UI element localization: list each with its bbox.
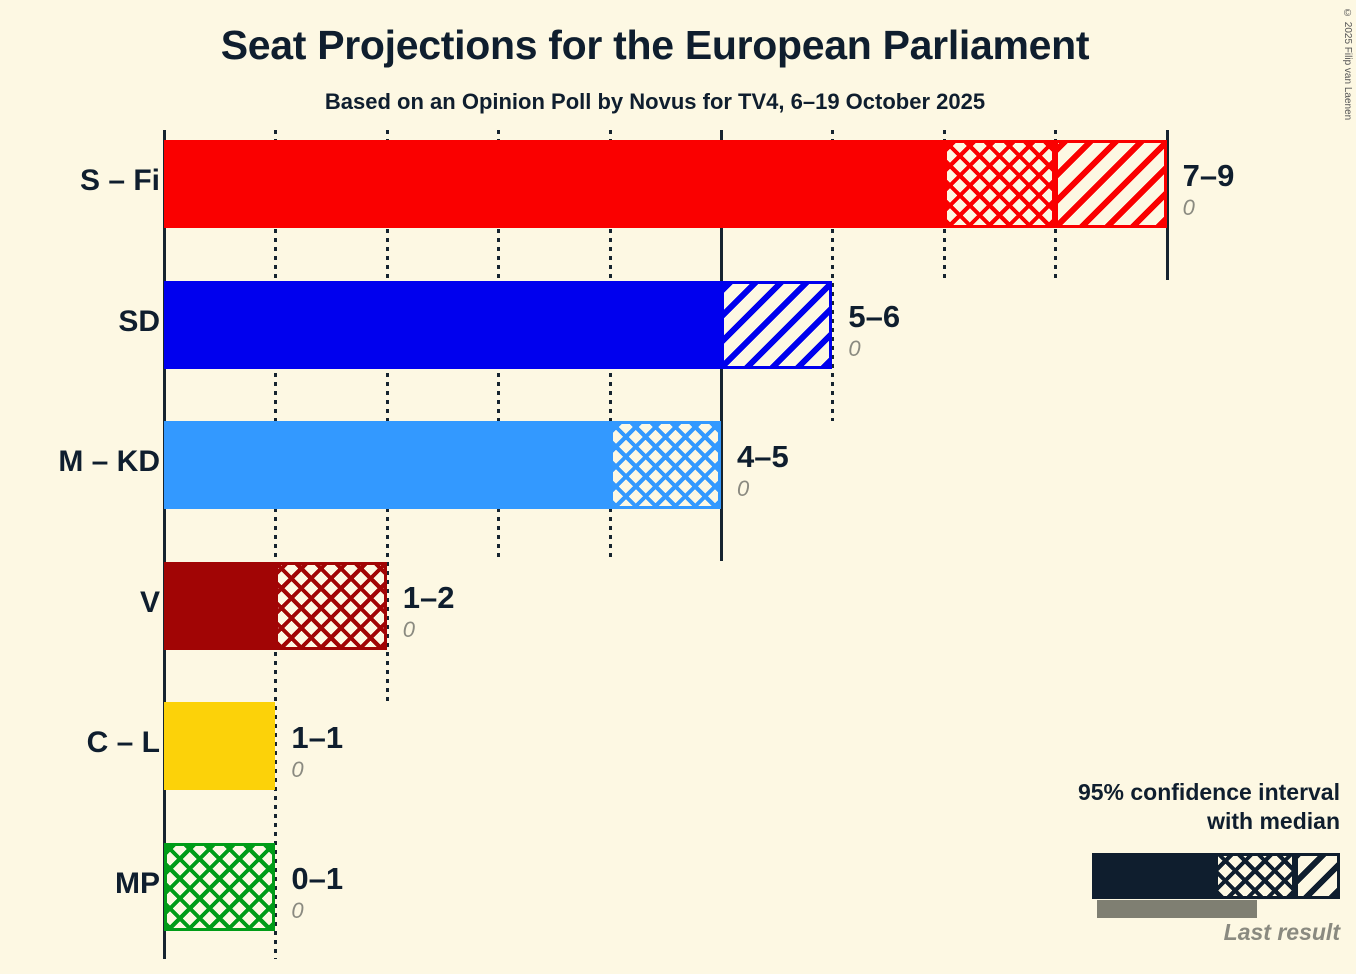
- bar-segment-crosshatch: [943, 140, 1056, 228]
- bar-segment-solid: [164, 702, 276, 790]
- bar-label-c-l: C – L: [86, 726, 160, 759]
- bar-last-result: 0: [402, 616, 416, 642]
- bar-value-range: 1–2: [402, 579, 455, 615]
- bar-2: [164, 421, 721, 509]
- bar-segment-solid: [164, 561, 276, 650]
- bar-value-range: 4–5: [737, 439, 789, 474]
- gridline-1: [274, 130, 278, 959]
- bar-label-m-kd: M – KD: [58, 445, 160, 478]
- bar-segment-diagonal: [721, 280, 833, 369]
- bar-value-5: 0–1 0: [291, 863, 343, 924]
- legend-title-line1: 95% confidence interval: [1077, 779, 1340, 805]
- gridline-2: [385, 130, 389, 702]
- axis-line-0: [163, 130, 166, 959]
- page-title: Seat Projections for the European Parlia…: [220, 22, 1090, 68]
- bar-segment-solid: [164, 421, 610, 509]
- bar-last-result: 0: [848, 335, 861, 361]
- gridline-6: [831, 130, 835, 421]
- bar-5: [164, 842, 276, 931]
- legend-last-result-bar: [1097, 900, 1257, 918]
- bar-value-2: 4–5 0: [737, 441, 789, 502]
- legend-segment-solid: [1092, 853, 1215, 899]
- bar-last-result: 0: [737, 476, 750, 501]
- legend-title-line2: with median: [1207, 808, 1340, 835]
- bar-last-result: 0: [291, 757, 304, 782]
- bar-value-range: 0–1: [291, 860, 344, 896]
- bar-value-3: 1–2 0: [403, 582, 455, 643]
- bar-3: [164, 561, 387, 650]
- bar-segment-crosshatch: [609, 421, 721, 509]
- bar-label-s-fi: S – Fi: [79, 164, 160, 197]
- bar-value-0: 7–9 0: [1183, 160, 1235, 221]
- bar-segment-solid: [164, 280, 721, 369]
- bar-value-4: 1–1 0: [291, 722, 343, 783]
- gridline-9: [1165, 130, 1169, 280]
- bar-4: [164, 702, 276, 790]
- bar-segment-crosshatch: [164, 842, 276, 931]
- bar-last-result: 0: [291, 897, 304, 923]
- bar-1: [164, 280, 833, 369]
- legend-bar-group: [1092, 853, 1340, 899]
- bar-value-1: 5–6 0: [848, 301, 900, 362]
- legend-last-result-label: Last result: [1223, 919, 1340, 945]
- bar-value-range: 5–6: [848, 298, 901, 334]
- bar-0: [164, 140, 1167, 228]
- bar-segment-solid: [164, 140, 944, 228]
- bar-segment-diagonal: [1055, 140, 1167, 228]
- bar-value-range: 1–1: [291, 720, 344, 755]
- legend-segment-diagonal: [1295, 853, 1340, 899]
- bar-label-sd: SD: [118, 304, 160, 338]
- legend-title: 95% confidence interval with median: [1078, 778, 1340, 837]
- legend-segment-crosshatch: [1215, 853, 1295, 899]
- chart-subtitle: Based on an Opinion Poll by Novus for TV…: [324, 89, 986, 114]
- copyright-notice: © 2025 Filip van Laenen: [1342, 8, 1353, 121]
- bar-last-result: 0: [1182, 195, 1195, 220]
- bar-label-v: V: [139, 585, 160, 619]
- bar-label-mp: MP: [115, 866, 160, 900]
- bar-segment-crosshatch: [275, 561, 387, 650]
- bar-value-range: 7–9: [1182, 158, 1235, 193]
